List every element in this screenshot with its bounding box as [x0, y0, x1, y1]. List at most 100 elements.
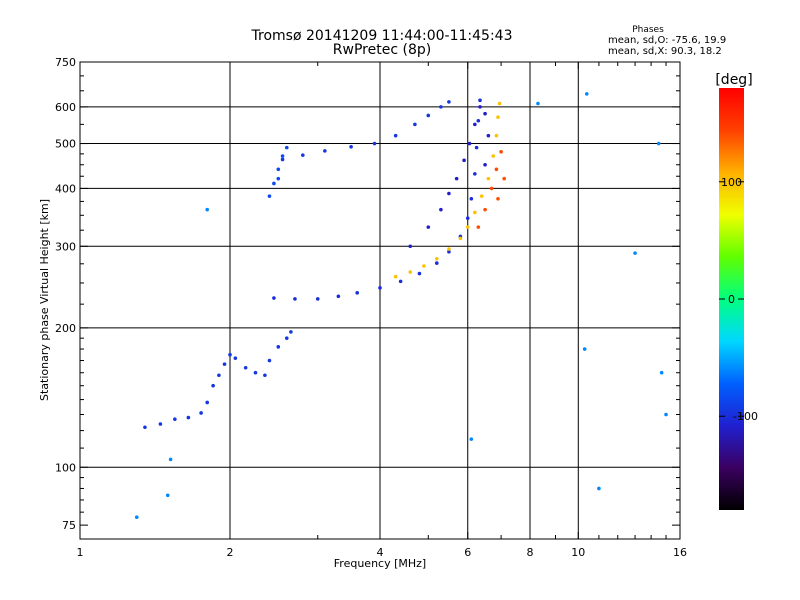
y-tick-label: 500 — [55, 138, 76, 151]
data-point: O-mode low-band (E/F1 traces) — [289, 330, 293, 334]
colorbar-tick-label: -100 — [733, 410, 758, 423]
data-point: O-mode F-layer trace — [378, 286, 382, 290]
data-point: Scattered points — [597, 486, 601, 491]
data-point: Scattered points — [582, 347, 587, 351]
data-point: X-mode upper band — [494, 167, 499, 172]
data-point: O-mode spread F region — [447, 191, 451, 196]
data-point: X-mode F-layer trace — [422, 264, 426, 268]
y-axis-label: Stationary phase Virtual Height [km] — [38, 199, 51, 401]
data-point: X-mode F-layer trace — [497, 101, 502, 106]
data-point: X-mode upper band — [476, 225, 481, 229]
data-point: O-mode F-layer trace — [336, 294, 341, 299]
data-point: O-mode multiple-hop trace — [439, 105, 443, 109]
data-point: X-mode F-layer trace — [458, 236, 463, 241]
data-point: X-mode upper band — [496, 196, 500, 201]
data-point: X-mode F-layer trace — [494, 133, 499, 138]
data-point: Scattered points — [664, 412, 668, 417]
data-point: O-mode low-band (E/F1 traces) — [276, 345, 281, 349]
data-point: X-mode F-layer trace — [496, 115, 500, 119]
y-tick-label: 400 — [55, 182, 76, 195]
data-point: O-mode F-layer trace — [272, 296, 276, 300]
data-point: O-mode F-layer trace — [476, 118, 481, 123]
data-point: O-mode multiple-hop trace — [349, 144, 353, 149]
data-point: X-mode upper band — [499, 149, 503, 154]
axes: 1 2 4 6 8 10 16 75 100 200 300 400 500 600 750 — [55, 56, 687, 559]
data-point: O-mode F-layer trace — [398, 279, 403, 284]
data-point: O-mode multiple-hop trace — [393, 133, 398, 138]
colorbar-axis: 100 0 -100 — [719, 176, 758, 423]
data-point: O-mode multiple-hop trace — [323, 149, 327, 153]
data-points: O-mode low-band (E/F1 traces)O-mode low-… — [134, 92, 668, 520]
data-point: O-mode F-layer trace — [474, 145, 479, 150]
data-point: Scattered points — [134, 515, 139, 520]
x-tick-label: 1 — [77, 546, 84, 559]
data-point: Scattered points — [168, 457, 173, 462]
data-point: O-mode low-band (E/F1 traces) — [217, 373, 221, 378]
data-point: O-mode upper spread — [276, 176, 281, 181]
y-tick-label: 75 — [62, 519, 76, 532]
y-tick-label: 200 — [55, 322, 76, 335]
data-point: O-mode low-band (E/F1 traces) — [253, 370, 258, 375]
data-point: O-mode F-layer trace — [465, 216, 470, 220]
data-point: Scattered points — [633, 251, 637, 255]
data-point: X-mode F-layer trace — [473, 210, 477, 215]
data-point: Scattered points — [659, 370, 664, 375]
stats-heading: Phases — [632, 25, 664, 35]
y-tick-label: 300 — [55, 240, 76, 253]
data-point: X-mode F-layer trace — [486, 176, 491, 181]
chart-title: Tromsø 20141209 11:44:00-11:45:43 — [251, 28, 513, 44]
data-point: O-mode low-band (E/F1 traces) — [243, 365, 248, 370]
data-point: X-mode F-layer trace — [491, 154, 496, 158]
data-point: Scattered points — [536, 101, 540, 106]
x-tick-label: 10 — [571, 546, 585, 559]
data-point: O-mode F-layer trace — [447, 249, 451, 254]
data-point: X-mode F-layer trace — [434, 256, 439, 261]
data-point: Scattered points — [656, 141, 661, 146]
y-tick-label: 100 — [55, 461, 76, 474]
x-tick-label: 4 — [377, 546, 384, 559]
data-point: O-mode spread F region — [426, 225, 431, 229]
data-point: O-mode spread F region — [483, 111, 487, 116]
data-point: O-mode low-band (E/F1 traces) — [199, 411, 203, 415]
data-point: O-mode multiple-hop trace — [301, 153, 305, 157]
data-point: O-mode F-layer trace — [293, 297, 297, 301]
data-point: X-mode F-layer trace — [408, 270, 413, 274]
data-point: O-mode upper spread — [272, 181, 276, 186]
data-point: O-mode upper spread — [280, 154, 285, 158]
data-point: O-mode multiple-hop trace — [413, 122, 417, 127]
x-axis-label: Frequency [MHz] — [334, 557, 426, 570]
data-point: O-mode spread F region — [473, 122, 477, 127]
data-point: O-mode F-layer trace — [473, 172, 477, 176]
data-point: O-mode multiple-hop trace — [280, 157, 285, 162]
data-point: O-mode low-band (E/F1 traces) — [211, 383, 215, 388]
x-tick-label: 2 — [227, 546, 234, 559]
data-point: O-mode spread F region — [478, 105, 482, 109]
data-point: O-mode multiple-hop trace — [372, 141, 377, 146]
chart-subtitle: RwPretec (8p) — [333, 42, 431, 58]
data-point: Scattered points — [584, 92, 589, 96]
data-point: X-mode F-layer trace — [465, 225, 470, 229]
x-tick-label: 6 — [464, 546, 471, 559]
colorbar-tick-label: 0 — [728, 293, 735, 306]
stats-line-x: mean, sd,X: 90.3, 18.2 — [608, 46, 722, 57]
data-point: O-mode multiple-hop trace — [447, 100, 451, 104]
data-point: O-mode low-band (E/F1 traces) — [284, 336, 289, 340]
data-point: O-mode low-band (E/F1 traces) — [205, 400, 209, 405]
data-point: O-mode low-band (E/F1 traces) — [222, 362, 227, 366]
data-point: O-mode low-band (E/F1 traces) — [158, 422, 163, 426]
data-point: O-mode spread F region — [467, 141, 472, 146]
data-point: X-mode F-layer trace — [479, 194, 484, 198]
y-tick-label: 600 — [55, 101, 76, 114]
data-point: O-mode low-band (E/F1 traces) — [173, 417, 177, 421]
data-point: O-mode F-layer trace — [417, 271, 422, 276]
data-point: O-mode low-band (E/F1 traces) — [233, 356, 238, 360]
data-point: O-mode upper spread — [267, 194, 272, 198]
data-point: O-mode F-layer trace — [478, 98, 482, 103]
x-tick-label: 8 — [527, 546, 534, 559]
stats-line-o: mean, sd,O: -75.6, 19.9 — [608, 35, 726, 46]
data-point: O-mode low-band (E/F1 traces) — [263, 373, 267, 378]
data-point: O-mode multiple-hop trace — [426, 113, 431, 118]
data-point: O-mode F-layer trace — [355, 291, 359, 295]
data-point: Scattered points — [205, 207, 209, 212]
